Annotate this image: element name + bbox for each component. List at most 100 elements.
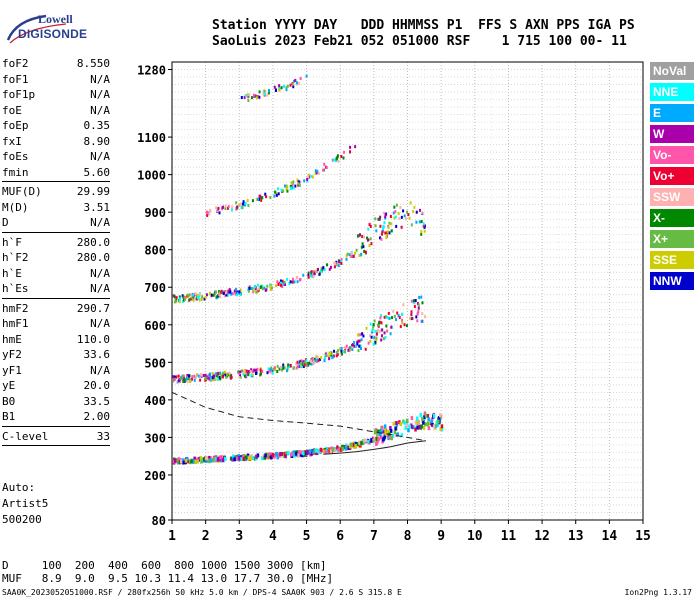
echo-point: [262, 92, 265, 96]
param-value: N/A: [90, 282, 110, 295]
echo-point: [338, 347, 341, 351]
echo-point: [228, 371, 231, 375]
echo-point: [221, 375, 224, 379]
echo-point: [317, 267, 320, 271]
echo-point: [360, 441, 363, 446]
y-tick-label: 1000: [137, 169, 166, 183]
echo-point: [186, 373, 189, 377]
echo-point: [358, 339, 361, 343]
echo-point: [195, 457, 199, 462]
echo-point: [375, 332, 378, 336]
echo-point: [222, 291, 225, 295]
echo-point: [296, 364, 299, 368]
echo-point: [379, 236, 382, 240]
legend-item: NNW: [650, 272, 694, 290]
param-row: yF1 N/A: [2, 363, 110, 379]
echo-point: [382, 224, 385, 228]
echo-point: [299, 77, 302, 81]
param-value: 33: [96, 429, 110, 443]
echo-point: [403, 323, 406, 327]
echo-point: [224, 204, 227, 208]
echo-point: [253, 93, 256, 97]
echo-point: [207, 458, 211, 463]
param-value: 110.0: [76, 332, 110, 346]
echo-point: [198, 298, 201, 302]
echo-point: [378, 217, 381, 221]
logo-lowell-text: Lowell: [38, 12, 73, 26]
echo-point: [230, 375, 233, 379]
echo-point: [310, 270, 313, 274]
echo-point: [177, 374, 180, 378]
echo-point: [233, 289, 236, 293]
echo-point: [198, 294, 201, 298]
echo-point: [372, 323, 375, 327]
echo-point: [346, 252, 349, 256]
echo-point: [322, 168, 325, 172]
echo-point: [305, 364, 308, 368]
echo-point: [358, 440, 361, 445]
echo-point: [336, 154, 339, 158]
separator: [2, 445, 110, 446]
echo-point: [264, 288, 267, 292]
echo-point: [266, 452, 269, 457]
echo-point: [289, 184, 292, 188]
echo-point: [260, 456, 264, 461]
echo-point: [381, 334, 384, 338]
param-row: fmin 5.60: [2, 165, 110, 181]
echo-point: [268, 452, 272, 457]
echo-point: [178, 378, 181, 382]
echo-point: [261, 284, 264, 288]
param-row: foE N/A: [2, 103, 110, 119]
echo-point: [397, 313, 400, 317]
echo-point: [279, 365, 282, 369]
echo-point: [420, 424, 423, 429]
echo-point: [389, 428, 393, 433]
echo-point: [302, 360, 305, 364]
echo-point: [440, 424, 444, 429]
echo-point: [199, 378, 202, 382]
echo-point: [412, 299, 415, 303]
echo-point: [184, 458, 188, 463]
x-tick-label: 3: [235, 529, 243, 544]
echo-point: [328, 449, 331, 454]
echo-point: [213, 372, 216, 376]
echo-point: [207, 455, 211, 460]
echo-point: [358, 233, 361, 237]
echo-point: [332, 354, 335, 358]
echo-point: [323, 268, 326, 272]
echo-point: [271, 371, 274, 375]
echo-point: [377, 323, 380, 327]
echo-point: [218, 211, 221, 215]
echo-point: [420, 319, 423, 323]
echo-point: [238, 375, 241, 379]
echo-point: [318, 357, 321, 361]
echo-point: [256, 453, 260, 458]
param-value: 3.51: [83, 200, 111, 214]
echo-point: [423, 224, 426, 228]
echo-point: [381, 230, 384, 234]
echo-point: [411, 425, 414, 430]
echo-point: [231, 205, 234, 209]
echo-point: [224, 207, 227, 211]
echo-point: [263, 92, 266, 96]
echo-point: [221, 458, 225, 463]
echo-point: [253, 368, 256, 372]
echo-point: [226, 373, 229, 377]
echo-point: [395, 224, 398, 228]
param-row: fxI 8.90: [2, 134, 110, 150]
echo-point: [258, 197, 261, 201]
echo-point: [294, 184, 297, 188]
echo-point: [378, 330, 381, 334]
echo-point: [186, 293, 189, 297]
echo-point: [285, 187, 288, 191]
echo-point: [380, 425, 384, 430]
echo-point: [185, 377, 188, 381]
echo-point: [179, 297, 182, 301]
echo-point: [307, 271, 310, 275]
echo-point: [213, 377, 216, 381]
echo-point: [341, 446, 344, 451]
echo-point: [291, 186, 294, 190]
echo-point: [250, 286, 253, 290]
echo-point: [184, 378, 187, 382]
echo-point: [263, 89, 266, 93]
